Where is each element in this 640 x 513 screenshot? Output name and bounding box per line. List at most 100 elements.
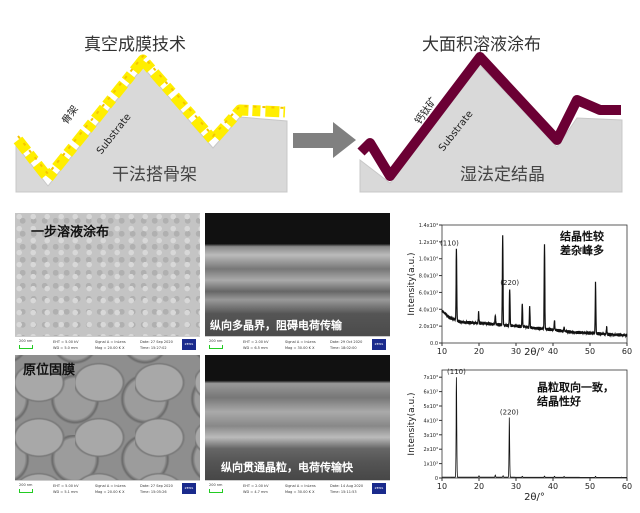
zeiss-logo: ZEISS (372, 339, 386, 350)
sem-cross-section-2: 纵向贯通晶粒，电荷传输快 200 nm EHT = 2.00 kV WD = 4.7… (205, 355, 390, 497)
x-tick-label: 40 (548, 347, 558, 356)
xrd-pattern-line (441, 235, 628, 339)
y-tick-label: 4x10³ (423, 418, 438, 424)
wd-text: WD = 5.1 mm (53, 490, 78, 494)
sem-info-bar: 200 nm EHT = 2.00 kV WD = 4.7 mm Signal A =… (205, 480, 390, 497)
mag-text: Mag = 30.00 K X (285, 490, 315, 494)
date-text: Date: 27 Sep 2020 (140, 484, 173, 488)
y-tick-label: 0 (435, 476, 438, 482)
y-tick-label: 2x10³ (423, 447, 438, 453)
wd-text: WD = 4.7 mm (243, 490, 268, 494)
annotation-line: 结晶性好 (537, 395, 581, 408)
y-tick-label: 7x10³ (423, 375, 438, 381)
x-tick-label: 50 (585, 347, 595, 356)
plot-frame (441, 224, 628, 344)
x-tick-label: 10 (437, 482, 447, 491)
scale-text: 200 nm (209, 483, 223, 487)
left-diagram-caption: 干法搭骨架 (112, 165, 197, 185)
x-tick-label: 60 (622, 482, 632, 491)
right-diagram-title: 大面积溶液涂布 (422, 35, 541, 55)
zeiss-logo: ZEISS (182, 483, 196, 494)
wd-text: WD = 6.5 mm (243, 346, 268, 350)
left-diagram-title: 真空成膜技术 (84, 35, 186, 55)
signal-text: Signal A = InLens (95, 484, 126, 488)
eht-text: EHT = 5.00 kV (53, 340, 79, 344)
x-axis-label: 2θ/° (524, 347, 545, 358)
time-text: Time: 15:27:02 (140, 346, 167, 350)
y-axis-label: Intensity(a.u.) (407, 392, 417, 455)
y-tick-label: 1.0x10⁴ (419, 257, 438, 263)
y-tick-label: 1x10³ (423, 462, 438, 468)
scale-text: 200 nm (19, 483, 33, 487)
wd-text: WD = 5.0 mm (53, 346, 78, 350)
y-tick-label: 1.2x10⁴ (419, 240, 438, 246)
mag-text: Mag = 20.00 K X (95, 490, 125, 494)
zeiss-logo: ZEISS (372, 483, 386, 494)
peak-label: (110) (440, 240, 459, 248)
y-tick-label: 8.0x10³ (419, 274, 438, 280)
right-diagram-caption: 湿法定结晶 (460, 165, 545, 185)
sem-label-through-grain: 纵向贯通晶粒，电荷传输快 (221, 461, 353, 474)
sem-info-bar: 200 nm EHT = 2.00 kV WD = 6.5 mm Signal A =… (205, 336, 390, 353)
zeiss-logo: ZEISS (182, 339, 196, 350)
xrd1-annotation: 结晶性较 差杂峰多 (560, 230, 604, 258)
y-tick-label: 1.4x10⁴ (419, 223, 438, 229)
scale-text: 200 nm (19, 339, 33, 343)
left-skeleton-outline (17, 54, 286, 176)
mag-text: Mag = 30.00 K X (285, 346, 315, 350)
date-text: Date: 29 Oct 2020 (330, 340, 363, 344)
sem-info-bar: 200 nm EHT = 5.00 kV WD = 5.1 mm Signal A =… (15, 480, 200, 497)
peak-label: (220) (500, 409, 519, 417)
process-diagrams (13, 52, 623, 193)
y-tick-label: 4.0x10³ (419, 307, 438, 313)
x-tick-label: 60 (622, 347, 632, 356)
eht-text: EHT = 2.00 kV (243, 340, 269, 344)
x-tick-label: 10 (437, 347, 447, 356)
time-text: Time: 15:05:26 (140, 490, 167, 494)
annotation-line: 结晶性较 (560, 230, 604, 243)
scale-text: 200 nm (209, 339, 223, 343)
time-text: Time: 18:02:00 (330, 346, 357, 350)
left-skeleton-film (13, 54, 286, 184)
x-tick-label: 20 (474, 347, 484, 356)
x-tick-label: 20 (474, 482, 484, 491)
x-tick-label: 30 (511, 482, 521, 491)
plot-frame (441, 369, 628, 479)
peak-label: (220) (500, 279, 519, 287)
sem-label-in-situ: 原位固膜 (23, 363, 76, 378)
x-tick-label: 40 (548, 482, 558, 491)
arrow-icon (293, 122, 356, 158)
y-axis-label: Intensity(a.u.) (407, 252, 417, 315)
eht-text: EHT = 2.00 kV (243, 484, 269, 488)
x-tick-label: 30 (511, 347, 521, 356)
xrd-pattern-line (442, 377, 627, 478)
y-tick-label: 5x10³ (423, 404, 438, 410)
annotation-line: 晶粒取向一致， (537, 381, 614, 394)
y-tick-label: 0.0 (430, 341, 438, 347)
x-tick-label: 50 (585, 482, 595, 491)
date-text: Date: 14 Aug 2020 (330, 484, 364, 488)
sem-top-view-2: 原位固膜 200 nm EHT = 5.00 kV WD = 5.1 mm Signa… (15, 355, 200, 497)
sem-cross-section-1: 纵向多晶界，阻碍电荷传输 200 nm EHT = 2.00 kV WD = 6.5… (205, 213, 390, 353)
xrd-chart-2: 10 20 30 40 50 60 0 1x10³ 2x10³ 3x10³ 4x10³ 5x10³ 6x… (407, 368, 632, 503)
y-tick-label: 6.0x10³ (419, 290, 438, 296)
mag-text: Mag = 20.00 K X (95, 346, 125, 350)
sem-info-bar: 200 nm EHT = 5.00 kV WD = 5.0 mm Signal A =… (15, 336, 200, 353)
sem-top-view-1: 一步溶液涂布 200 nm EHT = 5.00 kV WD = 5.0 mm Sig… (15, 213, 200, 353)
eht-text: EHT = 5.00 kV (53, 484, 79, 488)
y-tick-label: 6x10³ (423, 390, 438, 396)
annotation-line: 差杂峰多 (560, 244, 604, 257)
time-text: Time: 15:11:53 (330, 490, 357, 494)
signal-text: Signal A = InLens (285, 484, 316, 488)
xrd-chart-1: 10 20 30 40 50 60 0.0 2.0x10³ 4.0x10³ 6.0x10³ 8.0x… (407, 223, 632, 358)
right-perovskite-film (357, 52, 621, 181)
sem-label-multi-grain: 纵向多晶界，阻碍电荷传输 (210, 319, 342, 332)
peak-label: (110) (447, 368, 466, 376)
sem-label-one-step: 一步溶液涂布 (31, 225, 110, 240)
signal-text: Signal A = InLens (95, 340, 126, 344)
date-text: Date: 27 Sep 2020 (140, 340, 173, 344)
x-axis-label: 2θ/° (524, 492, 545, 503)
xrd2-annotation: 晶粒取向一致， 结晶性好 (537, 381, 614, 409)
y-tick-label: 3x10³ (423, 433, 438, 439)
